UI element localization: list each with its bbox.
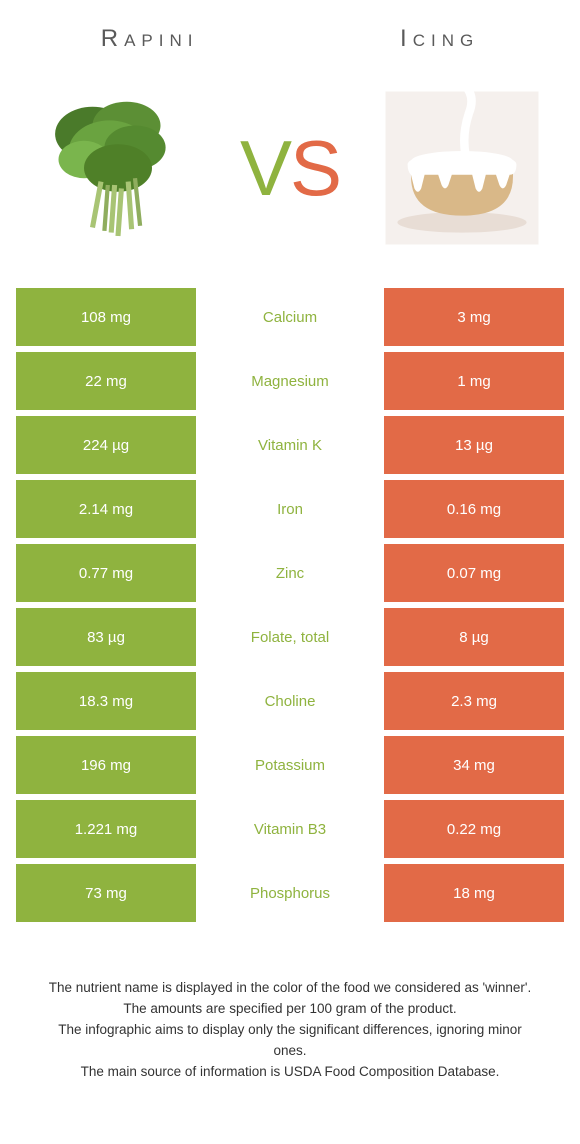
icing-image [372,78,552,258]
left-value: 108 mg [16,288,196,346]
right-value: 13 µg [384,416,564,474]
images-row: VS [0,63,580,288]
left-value: 196 mg [16,736,196,794]
nutrient-name: Zinc [196,544,384,602]
right-value: 8 µg [384,608,564,666]
footer-line-3: The infographic aims to display only the… [40,1020,540,1062]
right-value: 0.16 mg [384,480,564,538]
footer-notes: The nutrient name is displayed in the co… [0,928,580,1083]
nutrient-name: Vitamin K [196,416,384,474]
rapini-image [28,78,208,258]
nutrient-name: Potassium [196,736,384,794]
table-row: 224 µgVitamin K13 µg [16,416,564,474]
icing-icon [377,83,547,253]
left-value: 2.14 mg [16,480,196,538]
right-value: 0.07 mg [384,544,564,602]
rapini-icon [33,83,203,253]
nutrient-name: Magnesium [196,352,384,410]
table-row: 83 µgFolate, total8 µg [16,608,564,666]
footer-line-4: The main source of information is USDA F… [40,1062,540,1083]
left-value: 83 µg [16,608,196,666]
left-value: 1.221 mg [16,800,196,858]
right-value: 1 mg [384,352,564,410]
nutrient-name: Iron [196,480,384,538]
footer-line-2: The amounts are specified per 100 gram o… [40,999,540,1020]
right-value: 3 mg [384,288,564,346]
left-value: 22 mg [16,352,196,410]
nutrient-table: 108 mgCalcium3 mg 22 mgMagnesium1 mg 224 µ… [16,288,564,922]
vs-s: S [290,124,340,212]
table-row: 0.77 mgZinc0.07 mg [16,544,564,602]
left-value: 18.3 mg [16,672,196,730]
table-row: 196 mgPotassium34 mg [16,736,564,794]
nutrient-name: Phosphorus [196,864,384,922]
footer-line-1: The nutrient name is displayed in the co… [40,978,540,999]
left-value: 224 µg [16,416,196,474]
table-row: 73 mgPhosphorus18 mg [16,864,564,922]
nutrient-name: Vitamin B3 [196,800,384,858]
right-value: 34 mg [384,736,564,794]
right-food-title: Icing [400,25,479,53]
vs-label: VS [240,123,340,214]
table-row: 18.3 mgCholine2.3 mg [16,672,564,730]
right-value: 0.22 mg [384,800,564,858]
right-value: 2.3 mg [384,672,564,730]
left-food-title: Rapini [101,25,199,53]
table-row: 108 mgCalcium3 mg [16,288,564,346]
left-value: 0.77 mg [16,544,196,602]
table-row: 2.14 mgIron0.16 mg [16,480,564,538]
nutrient-name: Calcium [196,288,384,346]
nutrient-name: Folate, total [196,608,384,666]
table-row: 22 mgMagnesium1 mg [16,352,564,410]
vs-v: V [240,124,290,212]
table-row: 1.221 mgVitamin B30.22 mg [16,800,564,858]
nutrient-name: Choline [196,672,384,730]
right-value: 18 mg [384,864,564,922]
left-value: 73 mg [16,864,196,922]
header-row: Rapini Icing [0,0,580,63]
